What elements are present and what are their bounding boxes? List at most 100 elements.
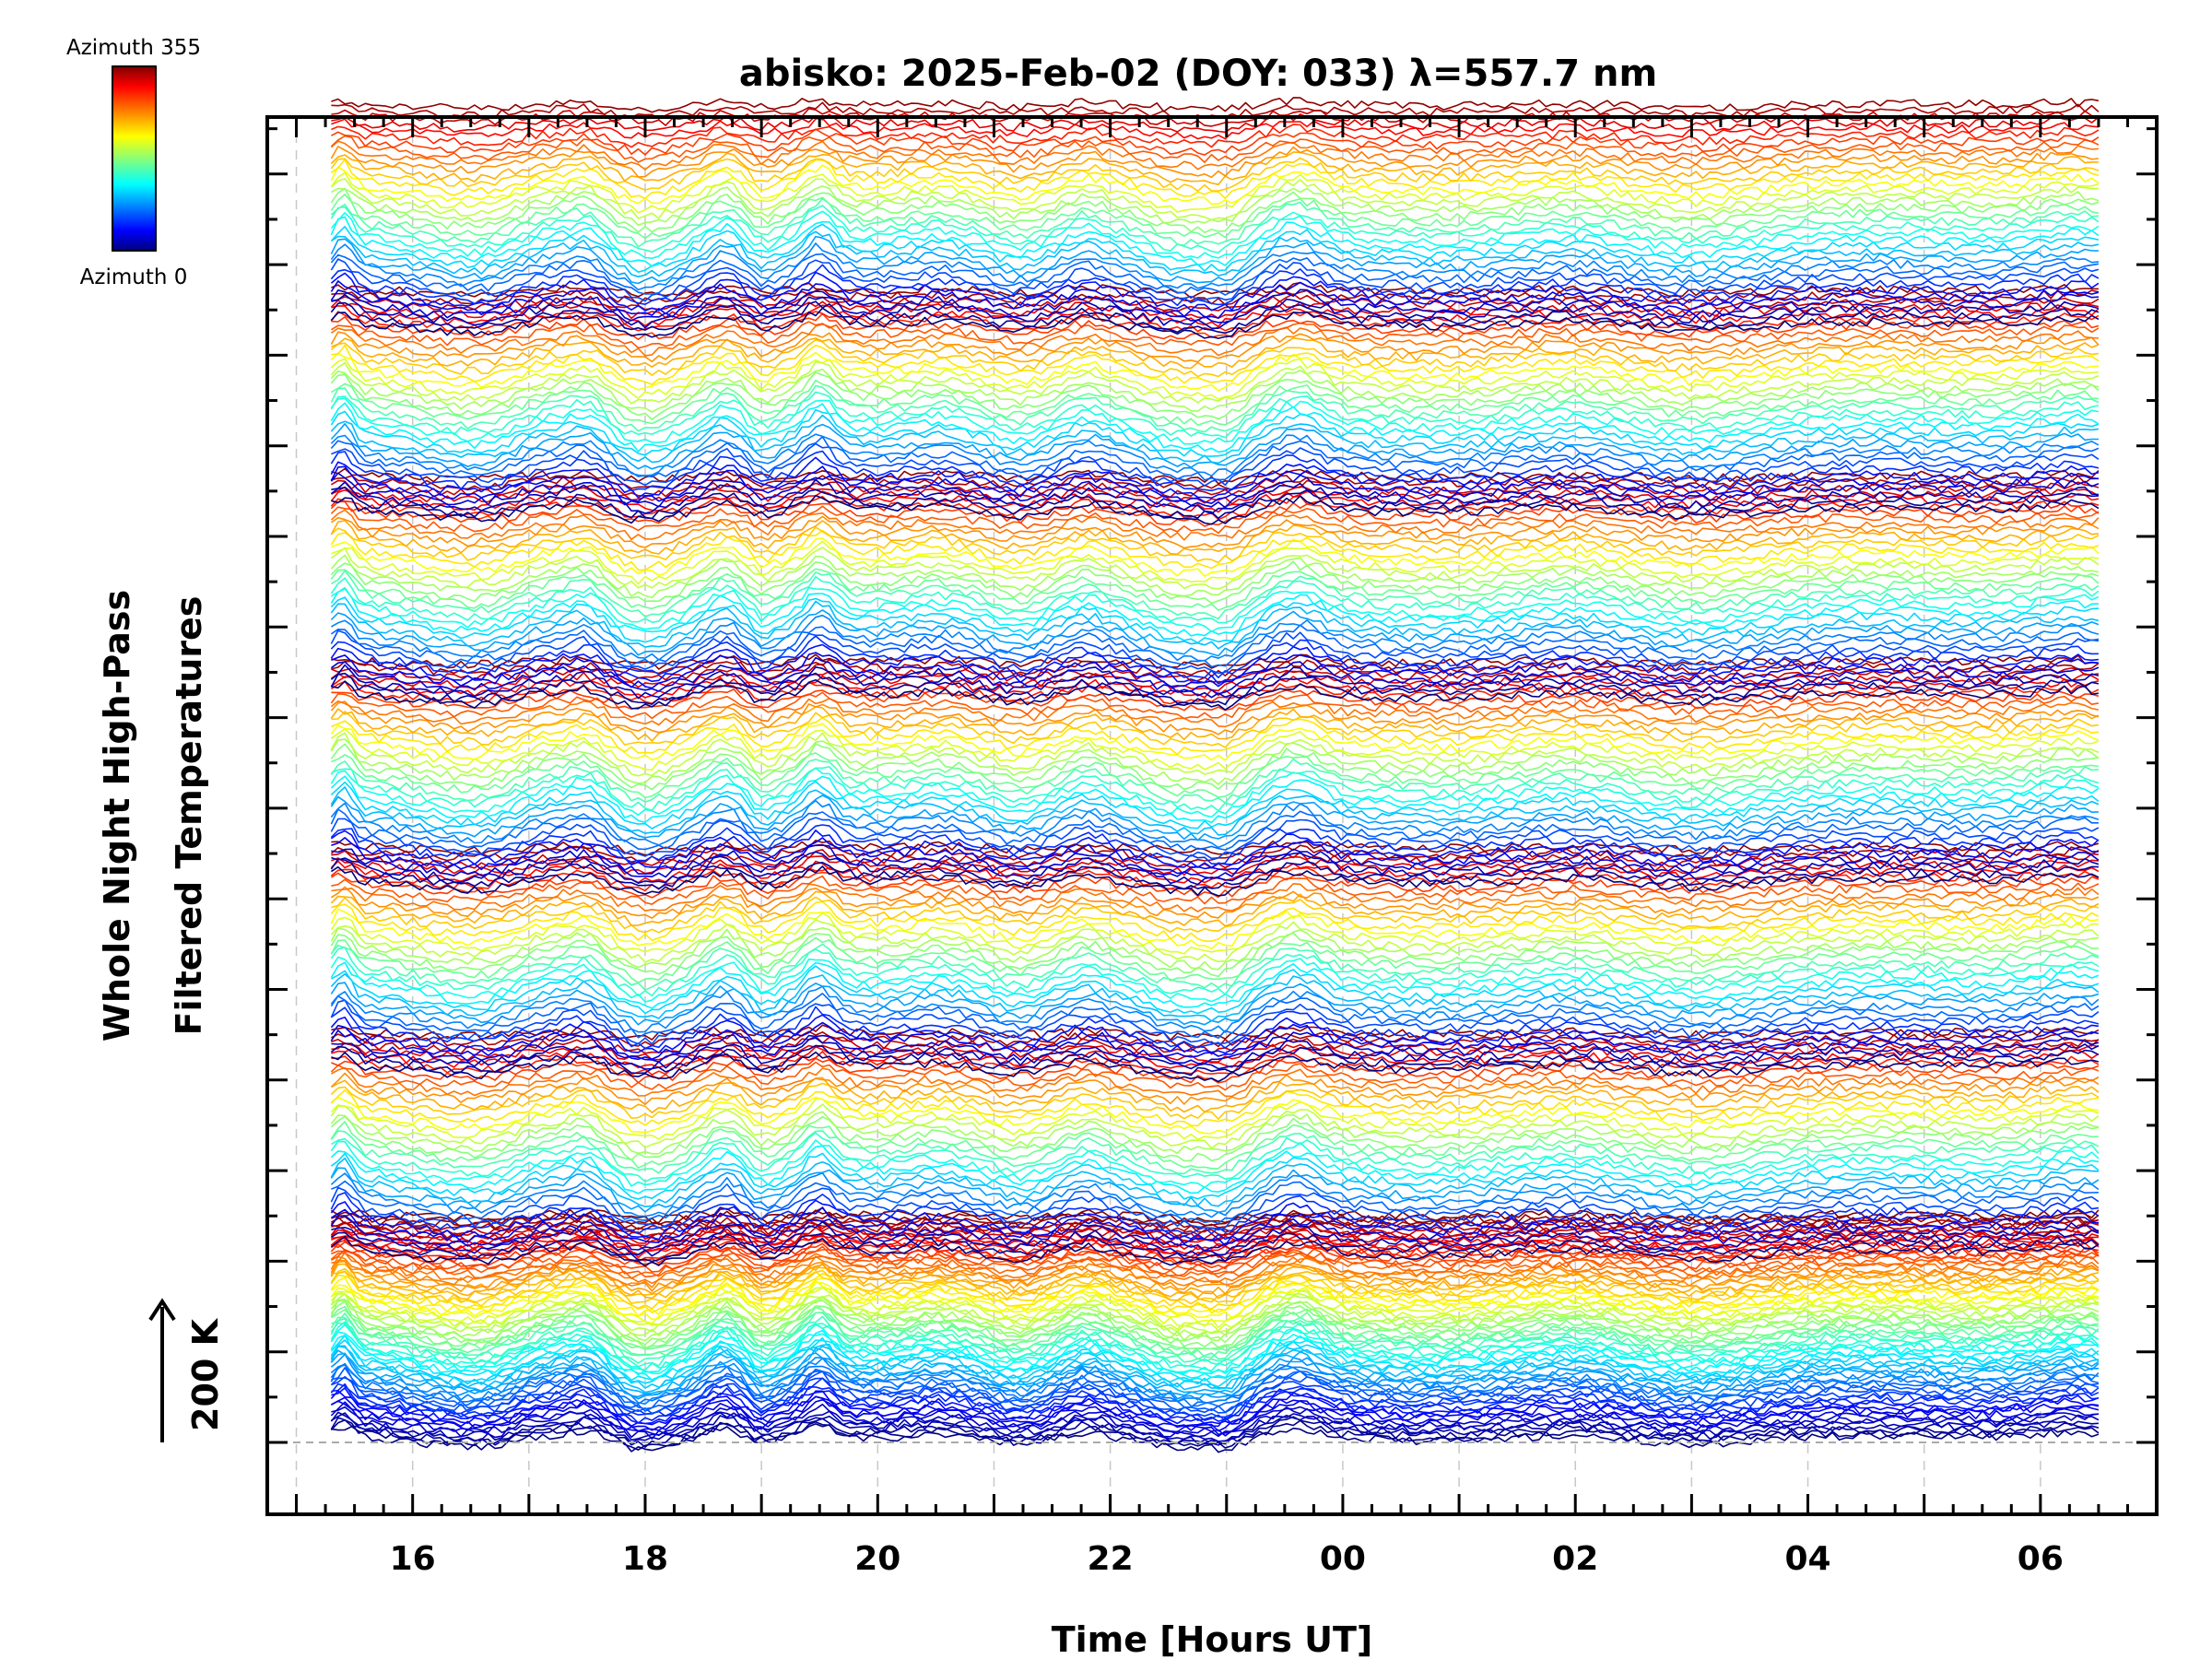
azimuth-series-line <box>330 982 2100 1026</box>
azimuth-series-line <box>330 886 2100 919</box>
azimuth-series-line <box>330 433 2100 477</box>
azimuth-series-line <box>330 706 2100 742</box>
azimuth-series-line <box>330 1363 2100 1410</box>
azimuth-series-line <box>330 360 2100 405</box>
azimuth-series-line <box>330 1021 2100 1061</box>
azimuth-series-line <box>330 1324 2100 1373</box>
azimuth-series-line <box>331 1376 2100 1418</box>
azimuth-series-line <box>330 1411 2099 1446</box>
azimuth-series-line <box>330 1157 2099 1207</box>
azimuth-series-line <box>330 670 2100 692</box>
azimuth-series-line <box>330 554 2100 599</box>
azimuth-series-line <box>330 624 2100 668</box>
azimuth-series-line <box>330 999 2100 1045</box>
x-tick-label: 20 <box>854 1540 900 1578</box>
azimuth-series-line <box>330 205 2100 253</box>
azimuth-series-line <box>330 414 2100 465</box>
azimuth-series-line <box>330 1322 2100 1368</box>
azimuth-series-line <box>330 1347 2100 1395</box>
azimuth-series-line <box>330 1199 2100 1241</box>
azimuth-series-line <box>330 369 2100 413</box>
azimuth-series-line <box>330 402 2100 453</box>
azimuth-series-line <box>330 472 2100 509</box>
azimuth-series-line <box>330 799 2100 849</box>
y-axis-label-line1: Whole Night High-Pass <box>97 590 137 1041</box>
azimuth-series-line <box>331 855 2099 877</box>
azimuth-series-line <box>330 664 2100 700</box>
x-axis-label: Time [Hours UT] <box>1052 1619 1373 1659</box>
azimuth-series-line <box>330 1390 2099 1429</box>
azimuth-series-line <box>331 1180 2099 1225</box>
azimuth-series-line <box>330 379 2099 426</box>
azimuth-series-line <box>330 943 2100 991</box>
azimuth-series-line <box>331 652 2099 689</box>
azimuth-series-line <box>330 358 2100 400</box>
azimuth-series-line <box>330 858 2099 890</box>
azimuth-series-line <box>330 264 2100 307</box>
azimuth-series-line <box>330 1145 2100 1194</box>
azimuth-series-line <box>331 688 2100 712</box>
azimuth-series-line <box>331 97 2100 113</box>
azimuth-series-line <box>330 1167 2100 1214</box>
azimuth-series-line <box>330 1292 2100 1337</box>
azimuth-series-line <box>330 1192 2100 1235</box>
azimuth-series-line <box>330 560 2100 605</box>
azimuth-series-line <box>330 280 2100 319</box>
azimuth-series-line <box>330 817 2100 860</box>
azimuth-series-line <box>330 1082 2100 1120</box>
azimuth-series-line <box>330 526 2100 564</box>
azimuth-series-line <box>330 187 2100 234</box>
azimuth-series-line <box>330 194 2100 240</box>
azimuth-series-line <box>330 495 2100 521</box>
azimuth-series-line <box>331 1252 2100 1285</box>
azimuth-series-line <box>331 711 2100 748</box>
azimuth-series-line <box>330 338 2099 378</box>
azimuth-series-line <box>331 537 2100 577</box>
azimuth-series-line <box>331 678 2100 711</box>
azimuth-series-line <box>330 1130 2100 1175</box>
azimuth-series-line <box>330 351 2099 392</box>
azimuth-series-line <box>330 1115 2100 1162</box>
azimuth-series-line <box>330 993 2100 1040</box>
azimuth-series-line <box>331 113 2100 134</box>
azimuth-series-line <box>330 1260 2100 1295</box>
azimuth-series-line <box>330 159 2100 199</box>
azimuth-series-line <box>330 288 2099 324</box>
azimuth-series-line <box>331 965 2100 1015</box>
azimuth-series-line <box>330 479 2100 499</box>
azimuth-series-line <box>330 890 2100 927</box>
azimuth-series-line <box>330 767 2100 818</box>
azimuth-series-line <box>330 1315 2100 1364</box>
azimuth-series-line <box>330 843 2100 863</box>
azimuth-series-line <box>330 900 2100 942</box>
x-tick-label: 16 <box>390 1540 436 1578</box>
azimuth-series-line <box>330 732 2100 777</box>
azimuth-series-line <box>330 1231 2100 1263</box>
azimuth-series-line <box>330 1096 2099 1135</box>
azimuth-series-line <box>330 824 2100 865</box>
azimuth-series-line <box>330 1371 2100 1415</box>
azimuth-series-line <box>331 1051 2100 1076</box>
azimuth-series-line <box>330 643 2099 685</box>
azimuth-series-line <box>330 1103 2100 1149</box>
azimuth-series-line <box>331 837 2099 875</box>
azimuth-series-line <box>331 1266 2100 1303</box>
azimuth-series-line <box>330 300 2100 335</box>
azimuth-series-line <box>330 1410 2100 1442</box>
azimuth-series-line <box>330 529 2100 571</box>
azimuth-series-line <box>331 1382 2099 1424</box>
azimuth-series-line <box>330 1206 2099 1247</box>
azimuth-series-line <box>330 1030 2100 1065</box>
azimuth-series-line <box>330 1287 2100 1332</box>
azimuth-series-line <box>330 1377 2100 1421</box>
azimuth-series-line <box>330 271 2100 312</box>
azimuth-series-line <box>330 1089 2100 1127</box>
azimuth-series-line <box>330 157 2100 193</box>
azimuth-series-line <box>330 1014 2099 1054</box>
azimuth-series-line <box>331 1037 2100 1070</box>
azimuth-series-line <box>330 1259 2100 1292</box>
azimuth-series-line <box>330 1121 2099 1170</box>
azimuth-series-line <box>330 691 2100 720</box>
azimuth-series-line <box>330 1215 2100 1252</box>
